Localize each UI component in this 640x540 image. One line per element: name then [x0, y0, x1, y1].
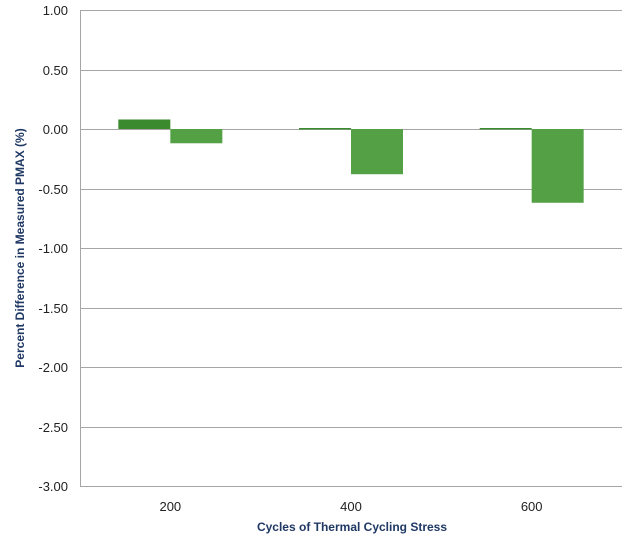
bar-400-series-2 — [351, 129, 403, 175]
y-tick-label: -3.00 — [38, 479, 68, 494]
y-tick-label: 0.50 — [43, 63, 68, 78]
bar-200-series-1 — [118, 119, 171, 129]
x-axis-title: Cycles of Thermal Cycling Stress — [257, 520, 447, 534]
x-tick-label: 200 — [159, 499, 181, 514]
bar-600-series-2 — [531, 129, 584, 203]
y-tick-label: -1.00 — [38, 241, 68, 256]
bar-600-series-1 — [479, 128, 532, 130]
y-tick-label: -2.00 — [38, 360, 68, 375]
tick-labels: 1.00 0.50 0.00 -0.50 -1.00 -1.50 -2.00 -2.50 -3.… — [38, 3, 542, 514]
bars — [118, 119, 584, 203]
bar-400-series-1 — [299, 128, 351, 130]
y-tick-label: -1.50 — [38, 301, 68, 316]
y-tick-label: -0.50 — [38, 182, 68, 197]
x-tick-label: 600 — [521, 499, 543, 514]
bar-200-series-2 — [170, 129, 223, 144]
y-axis-title: Percent Difference in Measured PMAX (%) — [13, 128, 27, 367]
x-tick-label: 400 — [340, 499, 362, 514]
y-tick-label: -2.50 — [38, 420, 68, 435]
y-tick-label: 0.00 — [43, 122, 68, 137]
y-tick-label: 1.00 — [43, 3, 68, 18]
gridlines — [80, 10, 622, 487]
